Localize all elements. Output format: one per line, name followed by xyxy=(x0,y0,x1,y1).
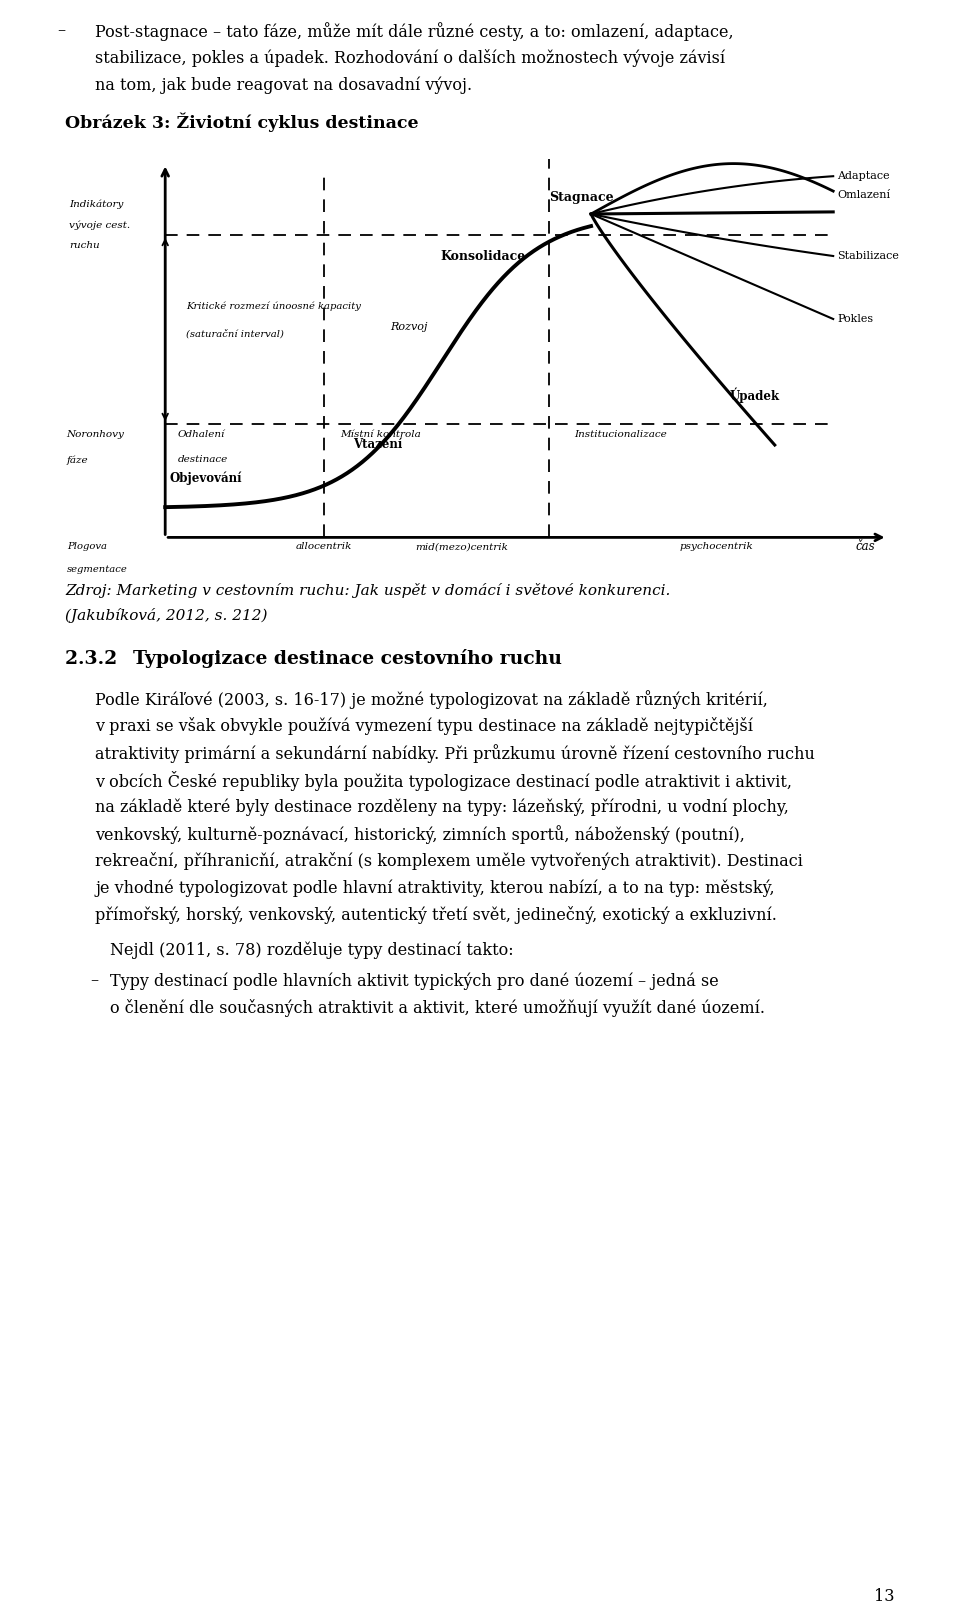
Text: psychocentrik: psychocentrik xyxy=(680,543,754,552)
Text: na tom, jak bude reagovat na dosavadní vývoj.: na tom, jak bude reagovat na dosavadní v… xyxy=(95,76,472,93)
Text: Plogova: Plogova xyxy=(66,543,107,552)
Text: Indikátory: Indikátory xyxy=(69,200,124,209)
Text: Úpadek: Úpadek xyxy=(730,388,780,402)
Text: fáze: fáze xyxy=(66,456,88,465)
Text: Rozvoj: Rozvoj xyxy=(391,322,428,332)
Text: Zdroj: Marketing v cestovním ruchu: Jak uspět v domácí i světové konkurenci.: Zdroj: Marketing v cestovním ruchu: Jak … xyxy=(65,583,670,597)
Text: allocentrik: allocentrik xyxy=(296,543,352,552)
Text: venkovský, kulturně-poznávací, historický, zimních sportů, náboženský (poutní),: venkovský, kulturně-poznávací, historick… xyxy=(95,824,745,844)
Text: Kritické rozmezí únoosné kapacity: Kritické rozmezí únoosné kapacity xyxy=(186,301,361,311)
Text: Stagnace: Stagnace xyxy=(549,190,614,204)
Text: čas: čas xyxy=(855,539,875,552)
Text: (saturační interval): (saturační interval) xyxy=(186,328,284,338)
Text: Omlazení: Omlazení xyxy=(837,190,891,200)
Text: Institucionalizace: Institucionalizace xyxy=(574,430,667,440)
Text: atraktivity primární a sekundární nabídky. Při průzkumu úrovně řízení cestovního: atraktivity primární a sekundární nabídk… xyxy=(95,744,815,763)
Text: ruchu: ruchu xyxy=(69,242,100,250)
Text: Nejdl (2011, s. 78) rozděluje typy destinací takto:: Nejdl (2011, s. 78) rozděluje typy desti… xyxy=(110,940,514,958)
Text: Post-stagnace – tato fáze, může mít dále různé cesty, a to: omlazení, adaptace,: Post-stagnace – tato fáze, může mít dále… xyxy=(95,23,733,40)
Text: o členění dle současných atraktivit a aktivit, které umožňují využít dané úozemí: o členění dle současných atraktivit a ak… xyxy=(110,998,765,1018)
Text: –: – xyxy=(57,23,65,39)
Text: rekreační, příhranicňí, atrakční (s komplexem uměle vytvořených atraktivit). Des: rekreační, příhranicňí, atrakční (s komp… xyxy=(95,852,803,869)
Text: na základě které byly destinace rozděleny na typy: lázeňský, přírodni, u vodní p: na základě které byly destinace rozdělen… xyxy=(95,799,789,816)
Text: vývoje cest.: vývoje cest. xyxy=(69,221,131,230)
Text: 13: 13 xyxy=(875,1587,895,1605)
Text: v obcích České republiky byla použita typologizace destinací podle atraktivit i : v obcích České republiky byla použita ty… xyxy=(95,771,792,791)
Text: Místní kontrola: Místní kontrola xyxy=(341,430,421,440)
Text: Adaptace: Adaptace xyxy=(837,171,890,182)
Text: je vhodné typologizovat podle hlavní atraktivity, kterou nabízí, a to na typ: mě: je vhodné typologizovat podle hlavní atr… xyxy=(95,879,775,897)
Text: Konsolidace: Konsolidace xyxy=(441,250,526,262)
Text: (Jakubíková, 2012, s. 212): (Jakubíková, 2012, s. 212) xyxy=(65,609,268,623)
Text: Obrázek 3: Živiotní cyklus destinace: Obrázek 3: Živiotní cyklus destinace xyxy=(65,113,419,132)
Text: –: – xyxy=(90,972,98,989)
Text: destinace: destinace xyxy=(178,456,228,465)
Text: Typy destinací podle hlavních aktivit typických pro dané úozemí – jedná se: Typy destinací podle hlavních aktivit ty… xyxy=(110,972,719,990)
Text: Podle Kiráľové (2003, s. 16-17) je možné typologizovat na základě různých kritér: Podle Kiráľové (2003, s. 16-17) je možné… xyxy=(95,691,768,708)
Text: Stabilizace: Stabilizace xyxy=(837,251,900,261)
Text: Objevování: Objevování xyxy=(169,472,242,485)
Text: přímořský, horský, venkovský, autentický třetí svět, jedinečný, exotický a exklu: přímořský, horský, venkovský, autentický… xyxy=(95,906,777,924)
Text: Pokles: Pokles xyxy=(837,314,874,324)
Text: mid(mezo)centrik: mid(mezo)centrik xyxy=(415,543,508,552)
Text: Vtazení: Vtazení xyxy=(353,438,402,451)
Text: Odhalení: Odhalení xyxy=(178,430,225,440)
Text: v praxi se však obvykle používá vymezení typu destinace na základě nejtypičtější: v praxi se však obvykle používá vymezení… xyxy=(95,716,753,736)
Text: stabilizace, pokles a úpadek. Rozhodování o dalších možnostech vývoje závisí: stabilizace, pokles a úpadek. Rozhodován… xyxy=(95,48,725,68)
Text: Noronhovy: Noronhovy xyxy=(66,430,125,440)
Text: segmentace: segmentace xyxy=(66,565,128,573)
Text: 2.3.2  Typologizace destinace cestovního ruchu: 2.3.2 Typologizace destinace cestovního … xyxy=(65,649,562,668)
